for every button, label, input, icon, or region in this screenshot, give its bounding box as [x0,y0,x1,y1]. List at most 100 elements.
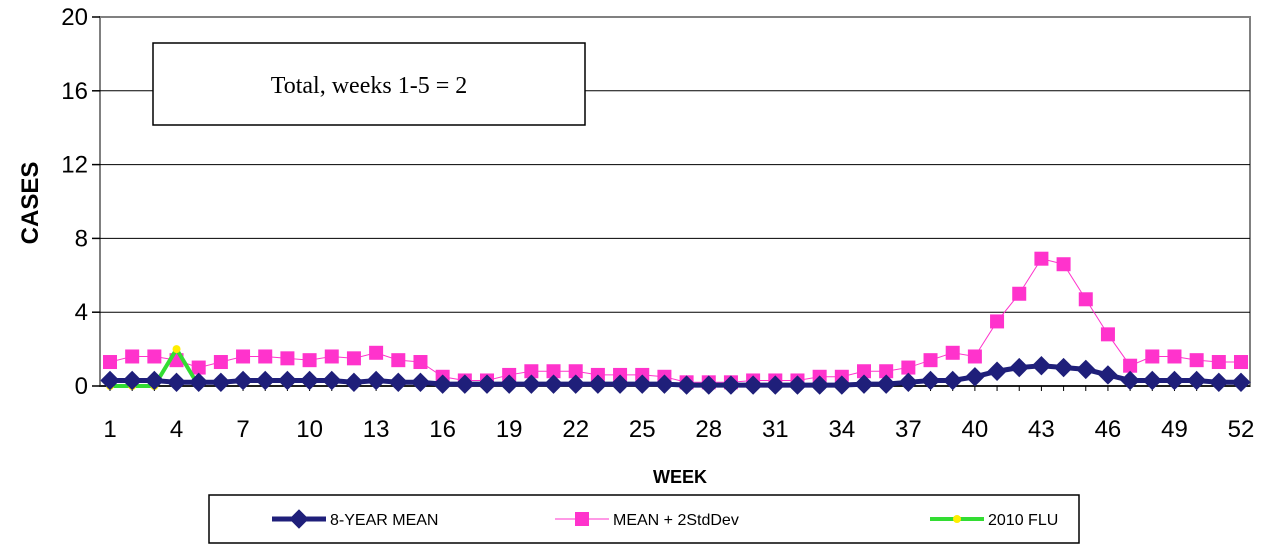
data-point [876,374,896,394]
data-point [346,351,361,366]
y-tick-label: 8 [75,225,88,252]
data-point [546,364,561,379]
data-point [923,353,938,368]
data-point [191,360,206,375]
data-point [1142,370,1163,391]
x-tick-label: 34 [828,416,855,443]
data-point [302,353,317,368]
data-point [172,345,181,354]
data-point [233,370,253,391]
data-point [277,370,298,391]
data-point [832,375,852,395]
x-tick-label: 7 [236,416,249,443]
y-tick-label: 12 [61,152,88,179]
x-tick-label: 25 [629,416,656,443]
data-point [898,372,919,393]
data-point [144,370,165,391]
x-tick-label: 22 [562,416,589,443]
data-point [654,374,675,394]
data-point [410,372,431,393]
data-point [100,370,120,391]
data-point [901,360,916,375]
data-point [765,375,786,395]
data-point [166,372,187,393]
annotation-text: Total, weeks 1-5 = 2 [271,73,467,99]
data-point [324,349,339,364]
data-point [1056,257,1071,272]
x-tick-labels: 1 4 7 10 13 16 19 22 25 28 31 34 37 40 43 46 49 52 [103,386,1254,443]
data-point [103,355,117,370]
x-axis-title: WEEK [653,467,707,487]
x-tick-label: 46 [1095,416,1122,443]
data-point [413,355,428,370]
x-tick-label: 37 [895,416,922,443]
data-point [1167,349,1182,364]
data-point [1186,370,1207,391]
x-tick-label: 13 [363,416,390,443]
series-line [110,363,1241,388]
data-point [1164,370,1185,391]
data-point [255,370,275,391]
x-tick-label: 10 [296,416,323,443]
data-point [879,364,894,379]
legend-marker [575,512,589,526]
x-tick-label: 19 [496,416,523,443]
data-point [1053,357,1074,378]
data-point [565,374,586,394]
data-point [945,345,960,360]
data-point [524,364,539,379]
y-tick-label: 4 [75,299,88,326]
data-point [125,349,140,364]
data-point [1231,372,1251,393]
data-point [967,349,982,364]
data-point [721,375,741,395]
data-point [391,353,406,368]
data-point [344,372,364,393]
legend-label: MEAN + 2StdDev [613,512,739,529]
annotation-box: Total, weeks 1-5 = 2 [152,42,586,126]
data-point [1076,359,1096,380]
y-tick-label: 16 [61,78,88,105]
legend-item-0: 8-YEAR MEAN [272,509,438,529]
series-0 [100,355,1251,395]
data-point [854,374,874,394]
series-layer [100,251,1251,395]
y-tick-label: 20 [61,4,88,31]
data-point [809,375,830,395]
legend-label: 2010 FLU [988,512,1058,529]
x-tick-label: 16 [429,416,456,443]
data-point [857,364,871,379]
data-point [787,375,808,395]
data-point [632,374,652,394]
data-point [477,374,497,394]
data-point [1009,357,1029,378]
data-point [188,372,209,393]
data-point [1098,365,1118,385]
data-point [211,372,231,393]
data-point [1211,355,1226,370]
y-tick-labels: 0 4 8 12 16 20 [61,4,100,400]
data-point [147,349,162,364]
y-tick-label: 0 [75,373,88,400]
x-tick-label: 40 [962,416,989,443]
x-tick-label: 4 [170,416,183,443]
data-point [920,370,941,391]
data-point [322,370,342,391]
legend-marker [289,509,309,529]
data-point [388,372,409,393]
data-point [676,375,697,395]
data-point [1189,353,1204,368]
legend-marker [953,515,961,523]
data-point [369,345,384,360]
legend: 8-YEAR MEAN MEAN + 2StdDev 2010 FLU [208,494,1080,544]
data-point [236,349,251,364]
legend-item-1: MEAN + 2StdDev [555,512,739,529]
data-point [432,374,453,394]
data-point [543,374,564,394]
data-point [990,314,1005,329]
data-point [1234,355,1248,370]
data-point [987,361,1007,381]
legend-label: 8-YEAR MEAN [330,512,438,529]
